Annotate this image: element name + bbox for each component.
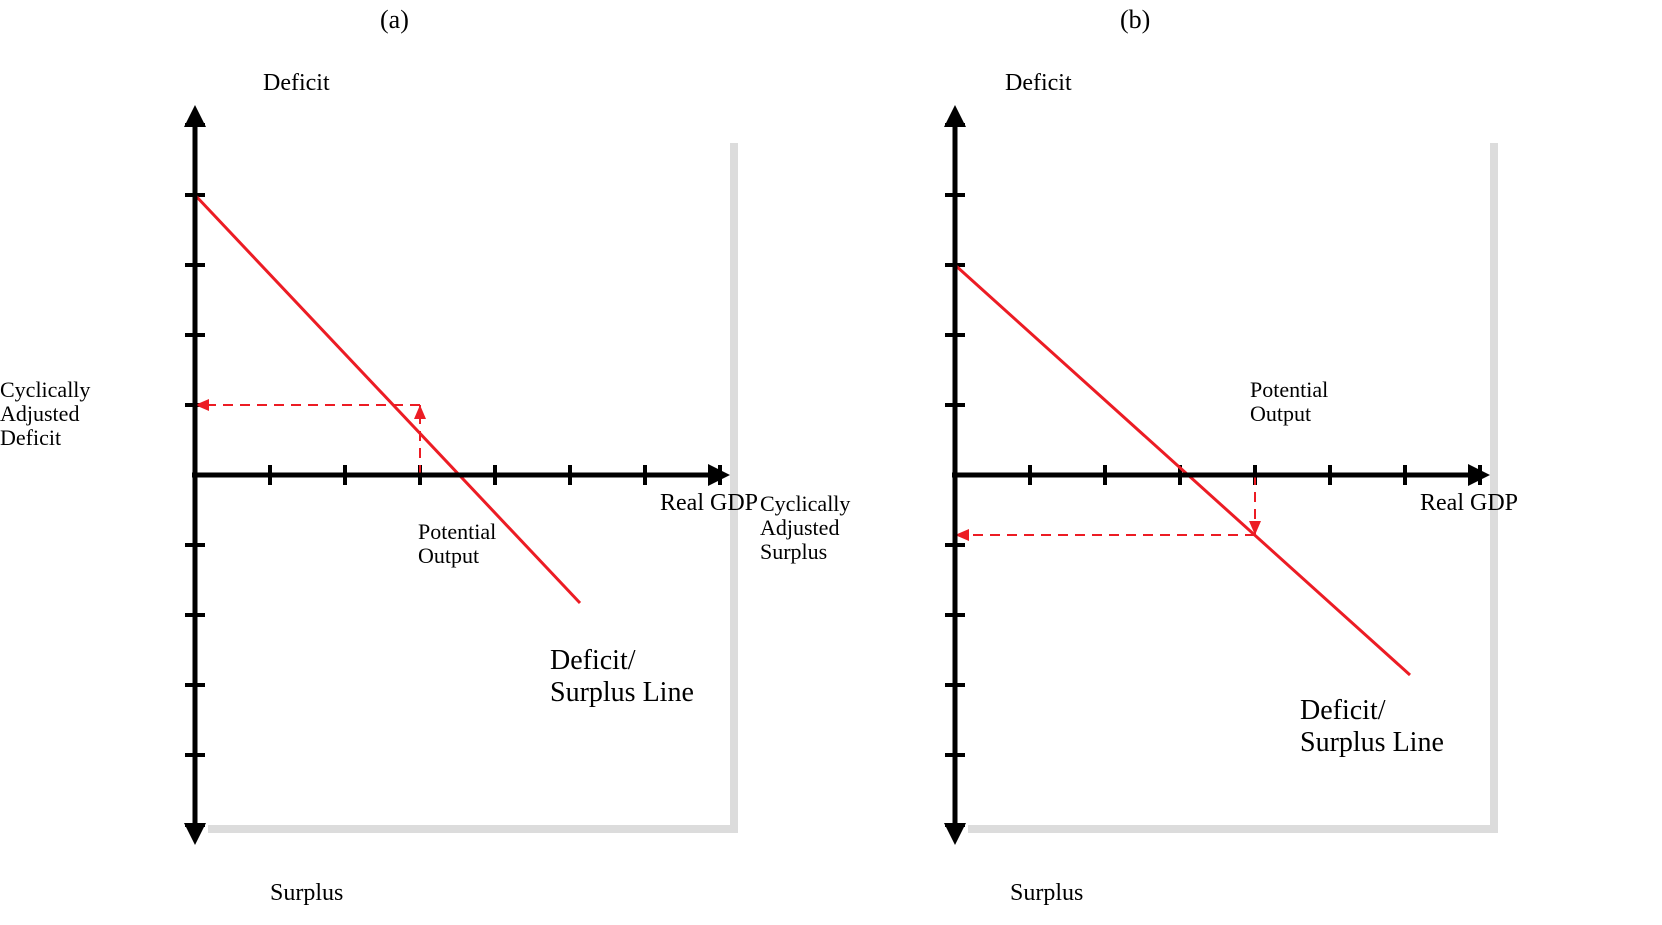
real-gdp-label: Real GDP [660, 490, 758, 518]
cyclically-adjusted-deficit-label: CyclicallyAdjustedDeficit [0, 378, 90, 451]
deficit-surplus-line-label: Deficit/Surplus Line [1300, 695, 1444, 759]
panel-label-a: (a) [380, 5, 409, 35]
cyclically-adjusted-surplus-label: CyclicallyAdjustedSurplus [760, 492, 850, 565]
deficit-surplus-line-label: Deficit/Surplus Line [550, 645, 694, 709]
surplus-label: Surplus [270, 880, 343, 908]
chart-panel-a [150, 105, 760, 865]
real-gdp-label: Real GDP [1420, 490, 1518, 518]
surplus-label: Surplus [1010, 880, 1083, 908]
panel-label-b: (b) [1120, 5, 1150, 35]
deficit-label: Deficit [263, 70, 330, 98]
deficit-label: Deficit [1005, 70, 1072, 98]
potential-output-label: PotentialOutput [1250, 378, 1328, 426]
potential-output-label: PotentialOutput [418, 520, 496, 568]
